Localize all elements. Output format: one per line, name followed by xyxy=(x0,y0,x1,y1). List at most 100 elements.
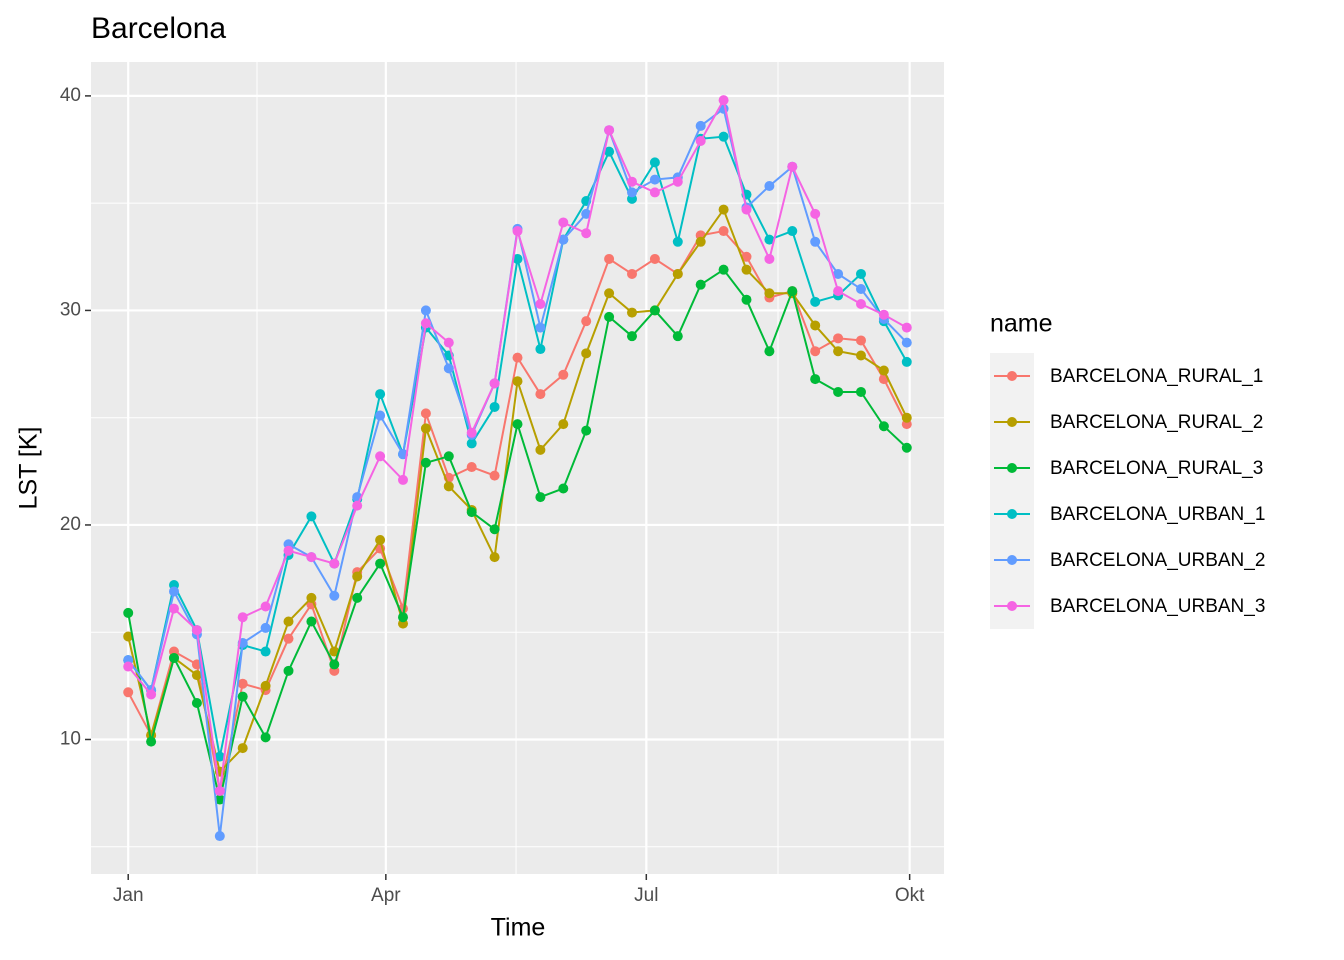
data-point xyxy=(420,457,431,468)
data-point xyxy=(695,135,706,146)
data-point xyxy=(375,451,386,462)
data-point xyxy=(695,236,706,247)
data-point xyxy=(329,659,340,670)
data-point xyxy=(649,305,660,316)
data-point xyxy=(169,603,180,614)
y-tick-label: 10 xyxy=(60,729,81,750)
data-point xyxy=(512,419,523,430)
data-point xyxy=(306,616,317,627)
data-point xyxy=(443,481,454,492)
data-point xyxy=(191,670,202,681)
data-point xyxy=(810,374,821,385)
data-point xyxy=(810,346,821,357)
data-point xyxy=(512,376,523,387)
data-point xyxy=(810,236,821,247)
data-point xyxy=(214,794,225,805)
data-point xyxy=(787,226,798,237)
data-point xyxy=(466,438,477,449)
data-point xyxy=(718,264,729,275)
data-point xyxy=(581,228,592,239)
data-point xyxy=(649,174,660,185)
data-point xyxy=(810,208,821,219)
data-point xyxy=(649,157,660,168)
data-point xyxy=(146,736,157,747)
data-point xyxy=(260,732,271,743)
data-point xyxy=(718,95,729,106)
data-point xyxy=(833,268,844,279)
data-point xyxy=(764,234,775,245)
x-tick-label: Jan xyxy=(113,885,144,906)
data-point xyxy=(214,831,225,842)
data-point xyxy=(626,268,637,279)
data-point xyxy=(855,335,866,346)
data-point xyxy=(306,511,317,522)
data-point xyxy=(604,288,615,299)
y-tick-label: 30 xyxy=(60,299,81,320)
data-point xyxy=(558,483,569,494)
data-point xyxy=(535,444,546,455)
data-point xyxy=(443,337,454,348)
data-point xyxy=(672,331,683,342)
data-point xyxy=(420,318,431,329)
data-point xyxy=(695,279,706,290)
legend-label: BARCELONA_RURAL_3 xyxy=(1050,458,1263,479)
data-point xyxy=(306,592,317,603)
data-point xyxy=(375,389,386,400)
legend-label: BARCELONA_RURAL_1 xyxy=(1050,366,1263,387)
data-point xyxy=(535,298,546,309)
data-point xyxy=(558,234,569,245)
data-point xyxy=(672,236,683,247)
data-point xyxy=(466,462,477,473)
data-point xyxy=(329,646,340,657)
data-point xyxy=(901,412,912,423)
data-point xyxy=(466,427,477,438)
data-point xyxy=(214,785,225,796)
data-point xyxy=(420,423,431,434)
data-point xyxy=(535,344,546,355)
data-point xyxy=(810,296,821,307)
data-point xyxy=(260,622,271,633)
data-point xyxy=(718,204,729,215)
data-point xyxy=(855,298,866,309)
data-point xyxy=(718,131,729,142)
x-tick-label: Okt xyxy=(895,885,925,906)
data-point xyxy=(489,552,500,563)
data-point xyxy=(169,586,180,597)
data-point xyxy=(283,616,294,627)
data-point xyxy=(123,631,134,642)
data-point xyxy=(260,646,271,657)
data-point xyxy=(398,474,409,485)
data-point xyxy=(833,333,844,344)
data-point xyxy=(443,451,454,462)
data-point xyxy=(672,176,683,187)
data-point xyxy=(581,425,592,436)
data-point xyxy=(283,545,294,556)
data-point xyxy=(855,268,866,279)
data-point xyxy=(375,558,386,569)
legend-point xyxy=(1007,417,1017,427)
data-point xyxy=(764,180,775,191)
data-point xyxy=(260,601,271,612)
legend-label: BARCELONA_URBAN_3 xyxy=(1050,596,1265,617)
data-point xyxy=(489,524,500,535)
data-point xyxy=(123,661,134,672)
data-point xyxy=(901,356,912,367)
data-point xyxy=(787,161,798,172)
data-point xyxy=(283,633,294,644)
data-point xyxy=(512,253,523,264)
x-axis-title: Time xyxy=(491,914,546,942)
data-point xyxy=(352,500,363,511)
data-point xyxy=(649,187,660,198)
y-tick-label: 40 xyxy=(60,85,81,106)
data-point xyxy=(260,680,271,691)
data-point xyxy=(375,534,386,545)
legend-point xyxy=(1007,601,1017,611)
data-point xyxy=(283,665,294,676)
data-point xyxy=(787,286,798,297)
data-point xyxy=(672,268,683,279)
data-point xyxy=(604,125,615,136)
data-point xyxy=(604,146,615,157)
data-point xyxy=(741,204,752,215)
data-point xyxy=(489,401,500,412)
